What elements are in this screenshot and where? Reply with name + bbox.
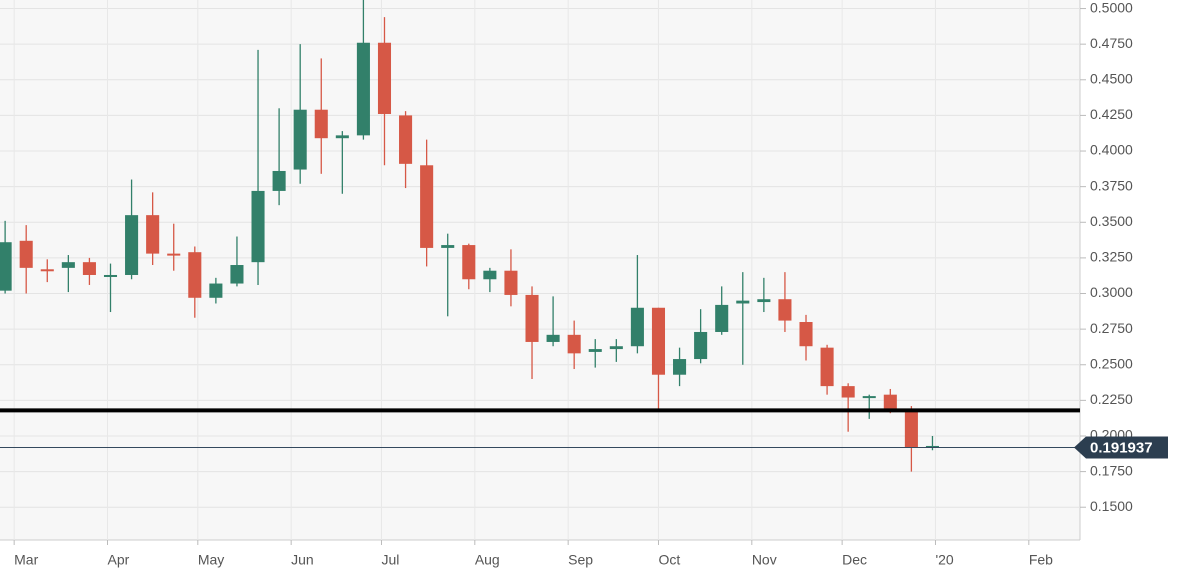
- y-tick-label: 0.3500: [1090, 213, 1133, 229]
- candle-body: [736, 300, 750, 304]
- candle-body: [103, 274, 118, 277]
- candle-body: [483, 270, 497, 280]
- candle-body: [904, 408, 918, 448]
- candle-body: [230, 265, 244, 284]
- candle-body: [525, 294, 539, 342]
- y-tick-label: 0.3000: [1090, 284, 1133, 300]
- x-tick-label: Oct: [658, 552, 680, 568]
- y-tick-label: 0.4250: [1090, 106, 1133, 122]
- x-tick-label: Aug: [475, 552, 500, 568]
- plot-area: [0, 0, 1080, 540]
- x-tick-label: Nov: [752, 552, 777, 568]
- candle-body: [778, 299, 792, 321]
- last-price-tag: [1074, 436, 1168, 459]
- y-tick-label: 0.2500: [1090, 355, 1133, 371]
- candle-body: [715, 304, 729, 332]
- candle-body: [694, 331, 708, 360]
- y-tick-label: 0.3250: [1090, 249, 1133, 265]
- x-tick-label: Mar: [14, 552, 38, 568]
- candle-body: [651, 307, 666, 375]
- y-tick-label: 0.4750: [1090, 35, 1133, 51]
- candle-body: [588, 349, 602, 352]
- x-tick-label: Jun: [291, 552, 314, 568]
- candle-body: [862, 396, 876, 399]
- candle-body: [883, 394, 897, 409]
- candle-body: [272, 170, 286, 191]
- candle-body: [925, 445, 940, 448]
- y-tick-label: 0.3750: [1090, 177, 1133, 193]
- candle-body: [82, 262, 96, 275]
- candle-body: [40, 269, 54, 272]
- candle-body: [799, 322, 813, 347]
- candle-body: [673, 359, 687, 375]
- candle-body: [377, 42, 392, 114]
- x-tick-label: Dec: [842, 552, 867, 568]
- y-tick-label: 0.2250: [1090, 391, 1133, 407]
- candle-body: [820, 347, 834, 387]
- y-tick-label: 0.5000: [1090, 0, 1133, 15]
- y-tick-label: 0.1500: [1090, 498, 1133, 514]
- y-tick-label: 0.4000: [1090, 142, 1133, 158]
- candle-body: [125, 215, 139, 275]
- candle-body: [546, 334, 560, 342]
- candle-body: [167, 253, 181, 256]
- x-tick-label: '20: [935, 552, 953, 568]
- candle-body: [630, 307, 644, 347]
- candle-body: [462, 245, 476, 280]
- candle-body: [420, 165, 434, 248]
- candle-body: [757, 299, 771, 303]
- y-tick-label: 0.1750: [1090, 462, 1133, 478]
- candle-body: [209, 283, 223, 298]
- candle-body: [188, 252, 202, 298]
- x-tick-label: Sep: [568, 552, 593, 568]
- y-tick-label: 0.4500: [1090, 70, 1133, 86]
- candle-body: [61, 262, 75, 268]
- candle-body: [251, 190, 265, 263]
- x-tick-label: Feb: [1029, 552, 1053, 568]
- candle-body: [441, 245, 455, 248]
- candle-body: [314, 109, 328, 139]
- candle-body: [356, 42, 370, 136]
- x-tick-label: May: [198, 552, 224, 568]
- candle-body: [0, 242, 12, 291]
- candle-body: [567, 334, 581, 354]
- candle-body: [146, 215, 160, 254]
- candle-body: [335, 135, 349, 139]
- y-tick-label: 0.2750: [1090, 320, 1133, 336]
- candle-body: [504, 270, 518, 295]
- x-tick-label: Jul: [381, 552, 399, 568]
- candle-body: [609, 346, 623, 350]
- candle-body: [841, 386, 855, 398]
- x-tick-label: Apr: [107, 552, 129, 568]
- candle-body: [399, 115, 413, 164]
- candle-body: [19, 240, 33, 268]
- candle-body: [293, 109, 307, 170]
- last-price-label: 0.191937: [1090, 439, 1153, 456]
